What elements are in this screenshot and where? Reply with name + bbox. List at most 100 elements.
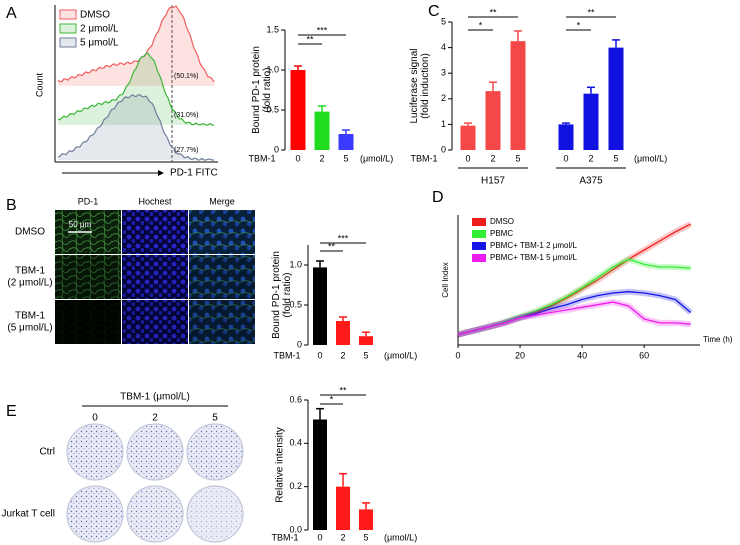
micrograph — [189, 300, 255, 344]
y-tick-label: 0.4 — [289, 438, 302, 448]
y-tick-label: 3 — [441, 68, 446, 78]
bar — [336, 486, 350, 530]
x-tick-label: 0 — [317, 532, 322, 542]
micrograph — [122, 210, 188, 254]
y-axis-title: (fold induction) — [420, 53, 431, 119]
y-axis-title: Bound PD-1 protein — [271, 251, 282, 339]
y-tick-label: 5 — [441, 16, 446, 26]
significance-label: ** — [489, 7, 497, 17]
legend-label: 5 μmol/L — [80, 38, 119, 49]
legend-label: PBMC — [490, 229, 513, 238]
plate-column: 2 — [152, 413, 158, 424]
histogram-fill — [58, 53, 215, 126]
series-line — [457, 301, 691, 336]
bar — [338, 134, 354, 150]
gate-percent: (27.7%) — [174, 147, 199, 154]
column-header: PD-1 — [78, 196, 99, 206]
plate-column: 5 — [212, 413, 218, 424]
bar — [314, 111, 330, 150]
bar — [608, 47, 624, 150]
y-tick-label: 0.5 — [289, 299, 302, 309]
panel-label: B — [6, 197, 17, 214]
x-tick-label: 0 — [465, 153, 470, 163]
y-tick-label: 0 — [297, 339, 302, 349]
y-tick-label: 0.6 — [289, 394, 302, 404]
x-tick-label: 5 — [363, 532, 368, 542]
x-tick-label: 2 — [319, 153, 324, 163]
plate-row: Jurkat T cell — [1, 509, 55, 520]
x-tick-label: 5 — [363, 350, 368, 360]
x-prefix: TBM-1 — [274, 350, 301, 360]
x-arrow-head — [158, 170, 164, 176]
row-label: TBM-1 — [15, 266, 45, 277]
x-prefix: TBM-1 — [249, 153, 276, 163]
x-tick-label: 0 — [455, 350, 460, 360]
y-tick-label: 1.5 — [266, 24, 279, 34]
significance-label: * — [577, 20, 581, 30]
y-tick-label: 4 — [441, 42, 446, 52]
x-prefix: TBM-1 — [272, 532, 299, 542]
legend-swatch — [59, 9, 77, 20]
x-tick-label: 20 — [515, 350, 525, 360]
group-label: H157 — [481, 176, 505, 187]
x-prefix: TBM-1 — [411, 153, 438, 163]
y-axis-title: (fold ratio) — [262, 67, 273, 112]
significance-label: ** — [587, 7, 595, 17]
significance-label: *** — [317, 25, 328, 35]
legend-label: PBMC+ TBM-1 5 μmol/L — [490, 253, 577, 262]
legend-swatch — [472, 218, 486, 226]
legend-label: DMSO — [490, 217, 514, 226]
gate-percent: (50.1%) — [174, 73, 199, 80]
row-label: (2 μmol/L) — [7, 278, 52, 289]
plate — [68, 487, 122, 541]
x-tick-label: 5 — [613, 153, 618, 163]
y-axis-title: Cell Index — [441, 262, 450, 298]
legend-swatch — [472, 230, 486, 238]
plates-panel: TBM-1 (μmol/L) 0 2 5 Ctrl Jurkat T cell — [1, 392, 244, 543]
bar — [583, 93, 599, 150]
x-tick-label: 60 — [639, 350, 649, 360]
significance-label: * — [479, 20, 483, 30]
legend-swatch — [472, 254, 486, 262]
micrograph — [55, 255, 121, 299]
legend-label: DMSO — [80, 10, 110, 21]
significance-label: ** — [306, 34, 314, 44]
x-tick-label: 40 — [577, 350, 587, 360]
x-tick-label: 5 — [515, 153, 520, 163]
y-tick-label: 2 — [441, 93, 446, 103]
bar — [359, 509, 373, 530]
significance-label: *** — [338, 233, 349, 243]
y-tick-label: 1.0 — [289, 259, 302, 269]
plate-column: 0 — [92, 413, 98, 424]
significance-label: * — [330, 394, 334, 404]
column-header: Merge — [209, 196, 235, 206]
micrograph — [122, 255, 188, 299]
plate — [128, 425, 182, 479]
plate — [188, 425, 242, 479]
micrograph — [189, 210, 255, 254]
plate-row: Ctrl — [39, 447, 55, 458]
y-axis-title: Relative intensity — [275, 427, 286, 503]
y-tick-label: 0 — [274, 144, 279, 154]
micrograph-shade — [55, 300, 121, 344]
micrograph — [122, 300, 188, 344]
x-tick-label: 2 — [340, 350, 345, 360]
legend-swatch — [59, 37, 77, 48]
x-tick-label: 2 — [340, 532, 345, 542]
x-tick-label: 0 — [563, 153, 568, 163]
plate — [68, 425, 122, 479]
bar — [290, 70, 306, 150]
significance-label: ** — [339, 385, 347, 395]
micrograph-shade — [122, 300, 188, 344]
bar — [313, 267, 327, 345]
micrograph — [189, 255, 255, 299]
series-band — [457, 299, 691, 338]
y-tick-label: 0 — [441, 144, 446, 154]
y-axis-title: Luciferase signal — [409, 48, 420, 123]
gate-percent: (31.0%) — [174, 112, 199, 119]
panel-label: E — [6, 403, 17, 420]
legend-swatch — [59, 23, 77, 34]
panel-label: A — [6, 5, 17, 22]
y-tick-label: 1 — [441, 119, 446, 129]
micrograph-shade — [189, 255, 255, 299]
